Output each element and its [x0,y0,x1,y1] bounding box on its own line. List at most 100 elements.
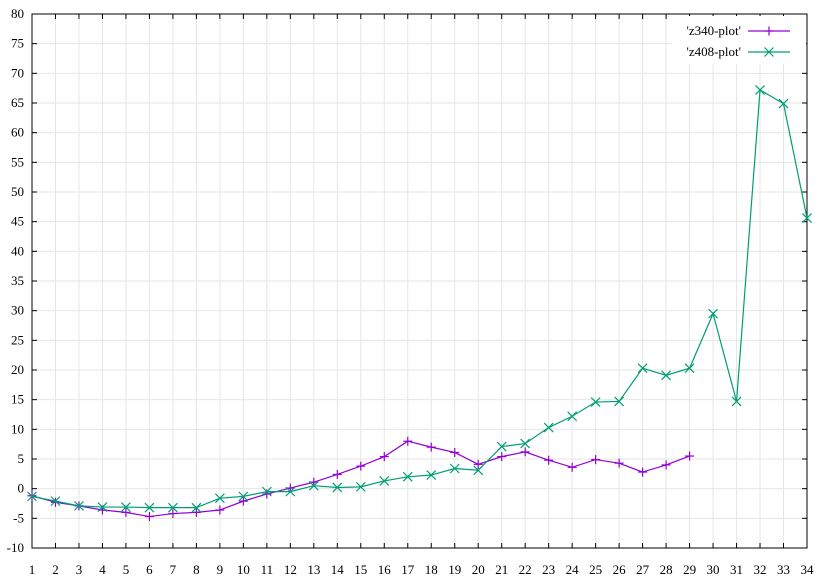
x-tick-label: 6 [146,562,153,577]
x-tick-label: 26 [613,562,627,577]
x-tick-label: 18 [425,562,438,577]
data-point [449,463,460,474]
data-point [685,451,695,461]
data-point [661,370,672,381]
x-tick-label: 8 [193,562,200,577]
y-tick-label: 45 [11,214,24,229]
series-line [31,88,808,509]
x-tick-label: 5 [123,562,130,577]
data-point [27,491,37,502]
data-point [473,465,484,476]
data-point [97,502,108,512]
x-tick-label: 22 [519,562,532,577]
y-tick-label: 20 [11,362,24,377]
data-point [731,396,742,407]
data-point [614,458,624,468]
grid [31,13,808,549]
y-tick-label: 35 [11,273,24,288]
data-point [238,496,248,506]
y-tick-label: 75 [11,36,24,51]
axis-ticks: 1 2 3 4 5 6 7 8 9 10 11 12 13 14 15 16 17 18 19 20 21 22 23 24 2… [7,6,814,577]
data-point [144,512,154,522]
x-tick-label: 20 [472,562,485,577]
legend-entry: 'z408-plot' [686,44,790,59]
data-point [168,509,178,519]
x-tick-label: 7 [170,562,177,577]
data-point [567,411,578,422]
data-point [496,441,507,452]
y-tick-label: 15 [11,392,24,407]
data-point [379,476,390,486]
x-tick-label: 25 [589,562,602,577]
data-point [144,502,155,513]
legend-marker [764,26,774,36]
y-tick-label: 50 [11,184,24,199]
x-tick-label: 1 [29,562,36,577]
data-point [590,397,601,407]
data-point [802,213,812,224]
x-tick-label: 3 [76,562,83,577]
y-tick-label: 65 [11,95,24,110]
data-point [261,486,272,497]
data-point [661,460,671,470]
data-point [238,491,249,502]
series-layer [27,85,812,522]
data-point [332,469,342,479]
y-tick-label: 0 [18,481,25,496]
y-tick-label: 25 [11,332,24,347]
data-point [356,461,366,471]
x-tick-label: 17 [401,562,415,577]
legend-entry: 'z340-plot' [686,23,790,38]
x-tick-label: 30 [707,562,720,577]
y-tick-label: 70 [11,65,24,80]
legend: 'z340-plot' 'z408-plot' [672,16,806,64]
legend-label: 'z408-plot' [686,44,741,59]
series-1 [27,436,695,522]
x-tick-label: 19 [448,562,461,577]
data-point [215,505,225,515]
x-tick-label: 15 [354,562,367,577]
data-point [426,470,437,480]
y-tick-label: 30 [11,303,24,318]
data-point [778,98,789,109]
data-point [50,496,61,507]
x-tick-label: 16 [378,562,392,577]
data-point [426,442,436,452]
data-point [591,455,601,465]
data-point [520,447,530,457]
x-tick-label: 27 [636,562,650,577]
legend-marker [764,47,774,57]
data-point [450,447,460,457]
legend-label: 'z340-plot' [686,23,741,38]
data-point [614,396,625,407]
x-tick-label: 14 [331,562,345,577]
data-point [332,482,343,493]
data-point [379,452,389,462]
x-tick-label: 12 [284,562,297,577]
data-point [755,85,765,95]
data-point [308,480,319,491]
data-point [191,502,202,513]
series-2 [27,85,812,513]
x-tick-label: 4 [99,562,106,577]
data-point [708,308,718,319]
data-point [402,471,413,482]
data-point [355,481,366,492]
x-tick-label: 33 [777,562,790,577]
y-tick-label: 55 [11,154,24,169]
x-tick-label: 21 [495,562,508,577]
data-point [638,467,648,477]
x-tick-label: 9 [217,562,224,577]
data-point [191,507,201,517]
y-tick-label: -5 [13,510,24,525]
data-point [520,438,531,449]
data-point [285,486,296,497]
y-tick-label: 10 [11,421,24,436]
x-tick-label: 34 [801,562,815,577]
data-point [121,502,131,512]
data-point [567,462,577,472]
data-point [544,455,554,465]
y-tick-label: 5 [18,451,25,466]
y-tick-label: 40 [11,243,24,258]
